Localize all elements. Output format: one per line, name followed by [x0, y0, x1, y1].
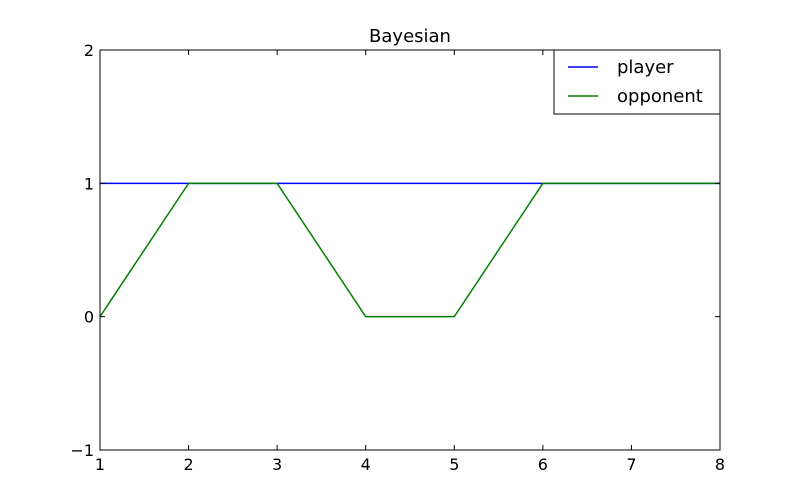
- x-tick-label: 2: [183, 455, 193, 474]
- x-tick-label: 6: [538, 455, 548, 474]
- y-tick-label: −1: [70, 441, 94, 460]
- y-tick-label: 2: [84, 41, 94, 60]
- y-tick-label: 1: [84, 174, 94, 193]
- x-tick-label: 3: [272, 455, 282, 474]
- x-tick-label: 7: [626, 455, 636, 474]
- plot-frame: [99, 49, 721, 451]
- ticks-layer: 1 2 3 4 5 6 7 8 −1 0 1 2: [70, 41, 725, 474]
- legend-label-opponent: opponent: [617, 86, 703, 107]
- legend-label-player: player: [617, 57, 674, 78]
- plot-area: [100, 50, 720, 450]
- x-tick-label: 1: [95, 455, 105, 474]
- chart-title: Bayesian: [369, 26, 451, 47]
- legend: player opponent: [553, 49, 721, 115]
- x-tick-label: 4: [361, 455, 371, 474]
- series-layer: [99, 182, 720, 318]
- x-tick-label: 8: [715, 455, 725, 474]
- x-tick-label: 5: [449, 455, 459, 474]
- series-line-opponent: [99, 182, 720, 318]
- y-tick-label: 0: [84, 308, 94, 327]
- legend-box: [553, 49, 721, 115]
